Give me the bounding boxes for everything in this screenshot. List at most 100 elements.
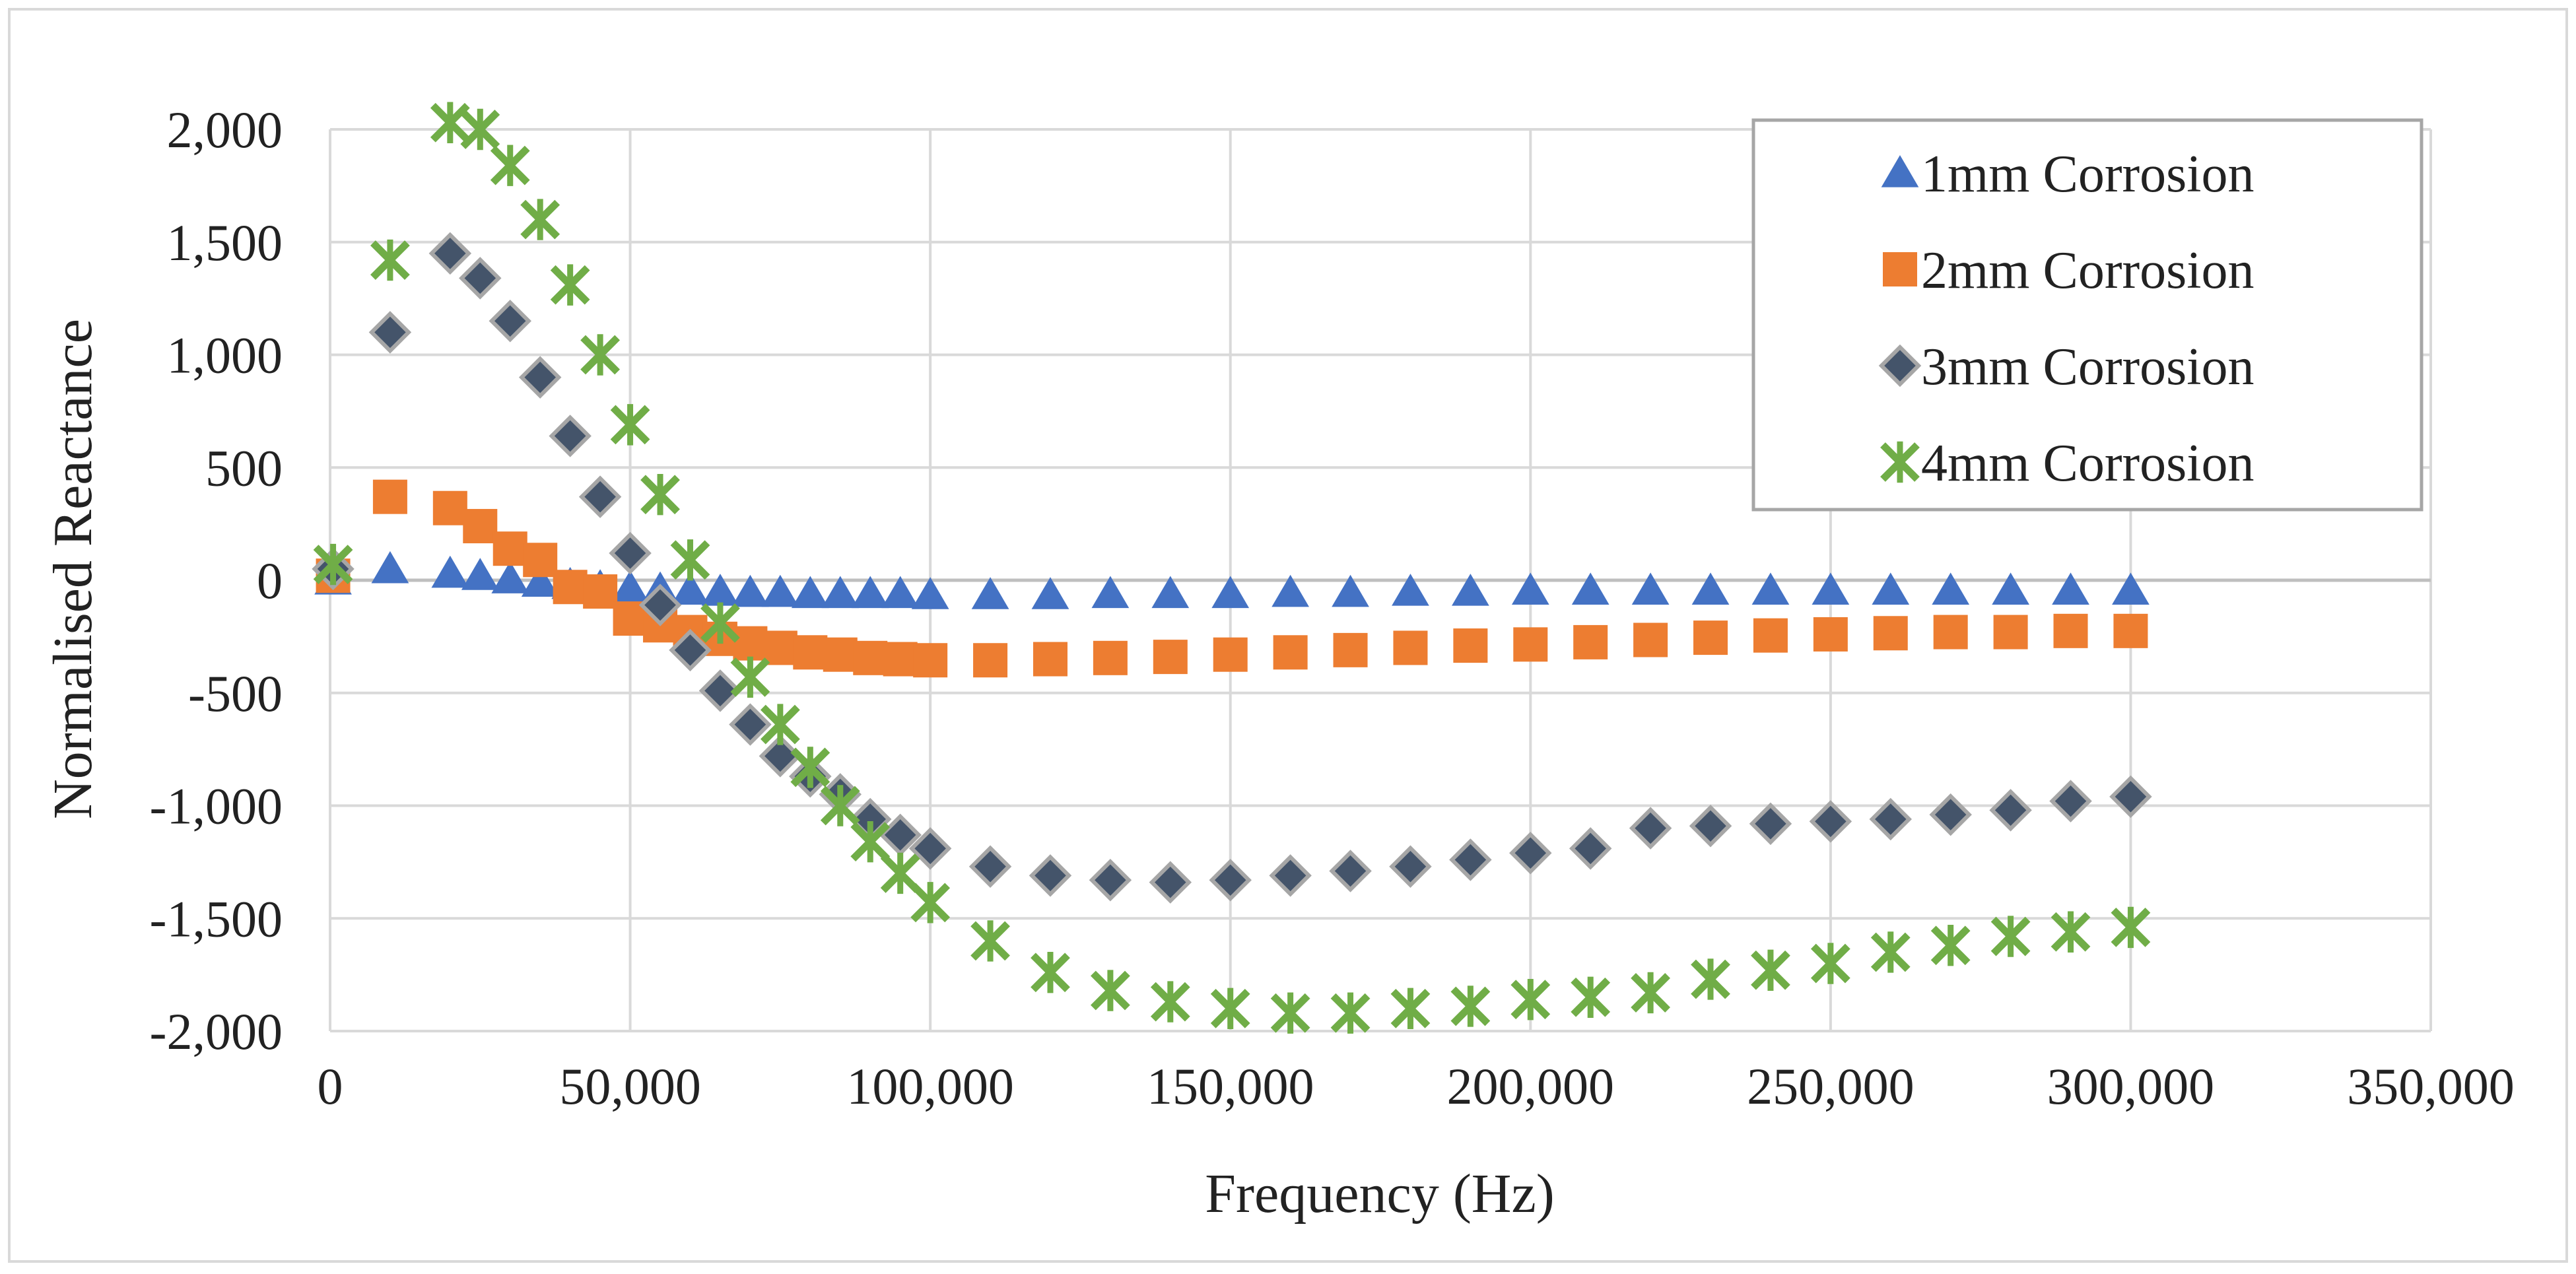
data-point (638, 584, 682, 626)
legend: 1mm Corrosion 2mm Corrosion 3mm Corrosion 4… (1751, 118, 2423, 512)
data-point (370, 239, 410, 281)
legend-marker (1880, 441, 1920, 483)
data-point (461, 558, 499, 590)
data-point (2049, 780, 2092, 822)
data-point (583, 574, 618, 609)
y-tick-label: -2,000 (150, 1003, 283, 1060)
data-point (1571, 572, 1610, 605)
data-point (671, 572, 709, 605)
data-point (1450, 986, 1491, 1027)
series-3 (312, 232, 2152, 904)
data-point (1992, 572, 2029, 605)
x-tick-label: 50,000 (559, 1057, 701, 1115)
data-point (550, 264, 590, 306)
data-point (518, 356, 562, 399)
data-point (793, 635, 828, 670)
data-point (2113, 613, 2148, 648)
data-point (853, 640, 888, 675)
data-point (1933, 615, 1968, 650)
data-point (971, 577, 1009, 609)
data-point (760, 704, 800, 745)
series-1 (314, 551, 2150, 609)
data-point (1751, 949, 1790, 991)
data-point (790, 747, 830, 788)
data-point (2112, 572, 2150, 605)
data-point (968, 845, 1012, 888)
data-point (1629, 807, 1672, 850)
data-point (908, 827, 952, 870)
data-point (1509, 831, 1552, 875)
data-point (1153, 640, 1188, 675)
data-point (1693, 620, 1728, 655)
data-point (428, 232, 472, 275)
data-point (640, 474, 680, 516)
y-tick-label: -1,000 (150, 778, 283, 835)
data-point (1869, 797, 1913, 841)
data-point (1209, 858, 1252, 902)
y-tick-label: -500 (188, 665, 283, 722)
data-point (520, 199, 560, 240)
data-point (1393, 630, 1428, 665)
data-point (580, 334, 621, 376)
data-point (2111, 906, 2151, 949)
data-point (1989, 789, 2032, 832)
data-point (368, 311, 412, 354)
data-point (463, 509, 498, 544)
data-point (371, 551, 409, 584)
data-point (1510, 978, 1551, 1021)
data-point (1029, 854, 1072, 897)
x-axis-title: Frequency (Hz) (1205, 1163, 1554, 1224)
y-axis-title: Normalised Reactance (42, 319, 104, 819)
data-point (669, 628, 712, 672)
data-point (1089, 858, 1132, 902)
data-point (1150, 981, 1190, 1023)
data-point (1930, 925, 1971, 966)
data-point (1753, 618, 1788, 653)
data-point (1449, 838, 1492, 881)
grid-layer (329, 128, 2432, 1032)
data-point (1273, 635, 1308, 670)
data-point (1390, 988, 1431, 1030)
data-point (1213, 637, 1248, 672)
x-tick-label: 100,000 (846, 1057, 1014, 1115)
y-tick-label: -1,500 (150, 890, 283, 947)
data-point (492, 531, 527, 566)
x-tick-label: 250,000 (1747, 1057, 1915, 1115)
data-point (1389, 845, 1432, 888)
data-point (432, 490, 467, 525)
data-point (1090, 970, 1130, 1011)
data-point (1332, 574, 1369, 607)
data-point (372, 479, 407, 514)
data-point (1392, 574, 1429, 606)
data-point (1749, 802, 1792, 846)
data-point (820, 785, 860, 826)
legend-box (1751, 118, 2423, 512)
data-point (851, 576, 889, 609)
data-point (1571, 976, 1611, 1018)
data-point (1993, 615, 2028, 650)
data-point (670, 539, 710, 581)
data-point (1093, 640, 1128, 675)
data-point (1932, 572, 1970, 605)
legend-label: 1mm Corrosion (1921, 145, 2254, 203)
data-point (700, 602, 740, 644)
legend-marker (1881, 155, 1919, 187)
series-layer (312, 102, 2152, 1034)
data-point (609, 531, 652, 575)
data-point (730, 656, 770, 698)
data-point (2109, 775, 2152, 819)
data-point (911, 577, 949, 609)
data-point (1812, 572, 1850, 605)
data-point (549, 415, 592, 457)
data-point (1751, 572, 1790, 605)
data-point (578, 475, 622, 518)
data-point (733, 626, 768, 661)
data-point (1333, 632, 1368, 667)
data-point (1151, 576, 1190, 609)
y-tick-label: 500 (205, 439, 283, 496)
axis-layer: 0 50,000 100,000 150,000 200,000 250,000 300,0… (150, 101, 2515, 1115)
x-tick-label: 0 (318, 1057, 343, 1115)
data-point (883, 642, 918, 677)
data-point (1329, 850, 1372, 892)
